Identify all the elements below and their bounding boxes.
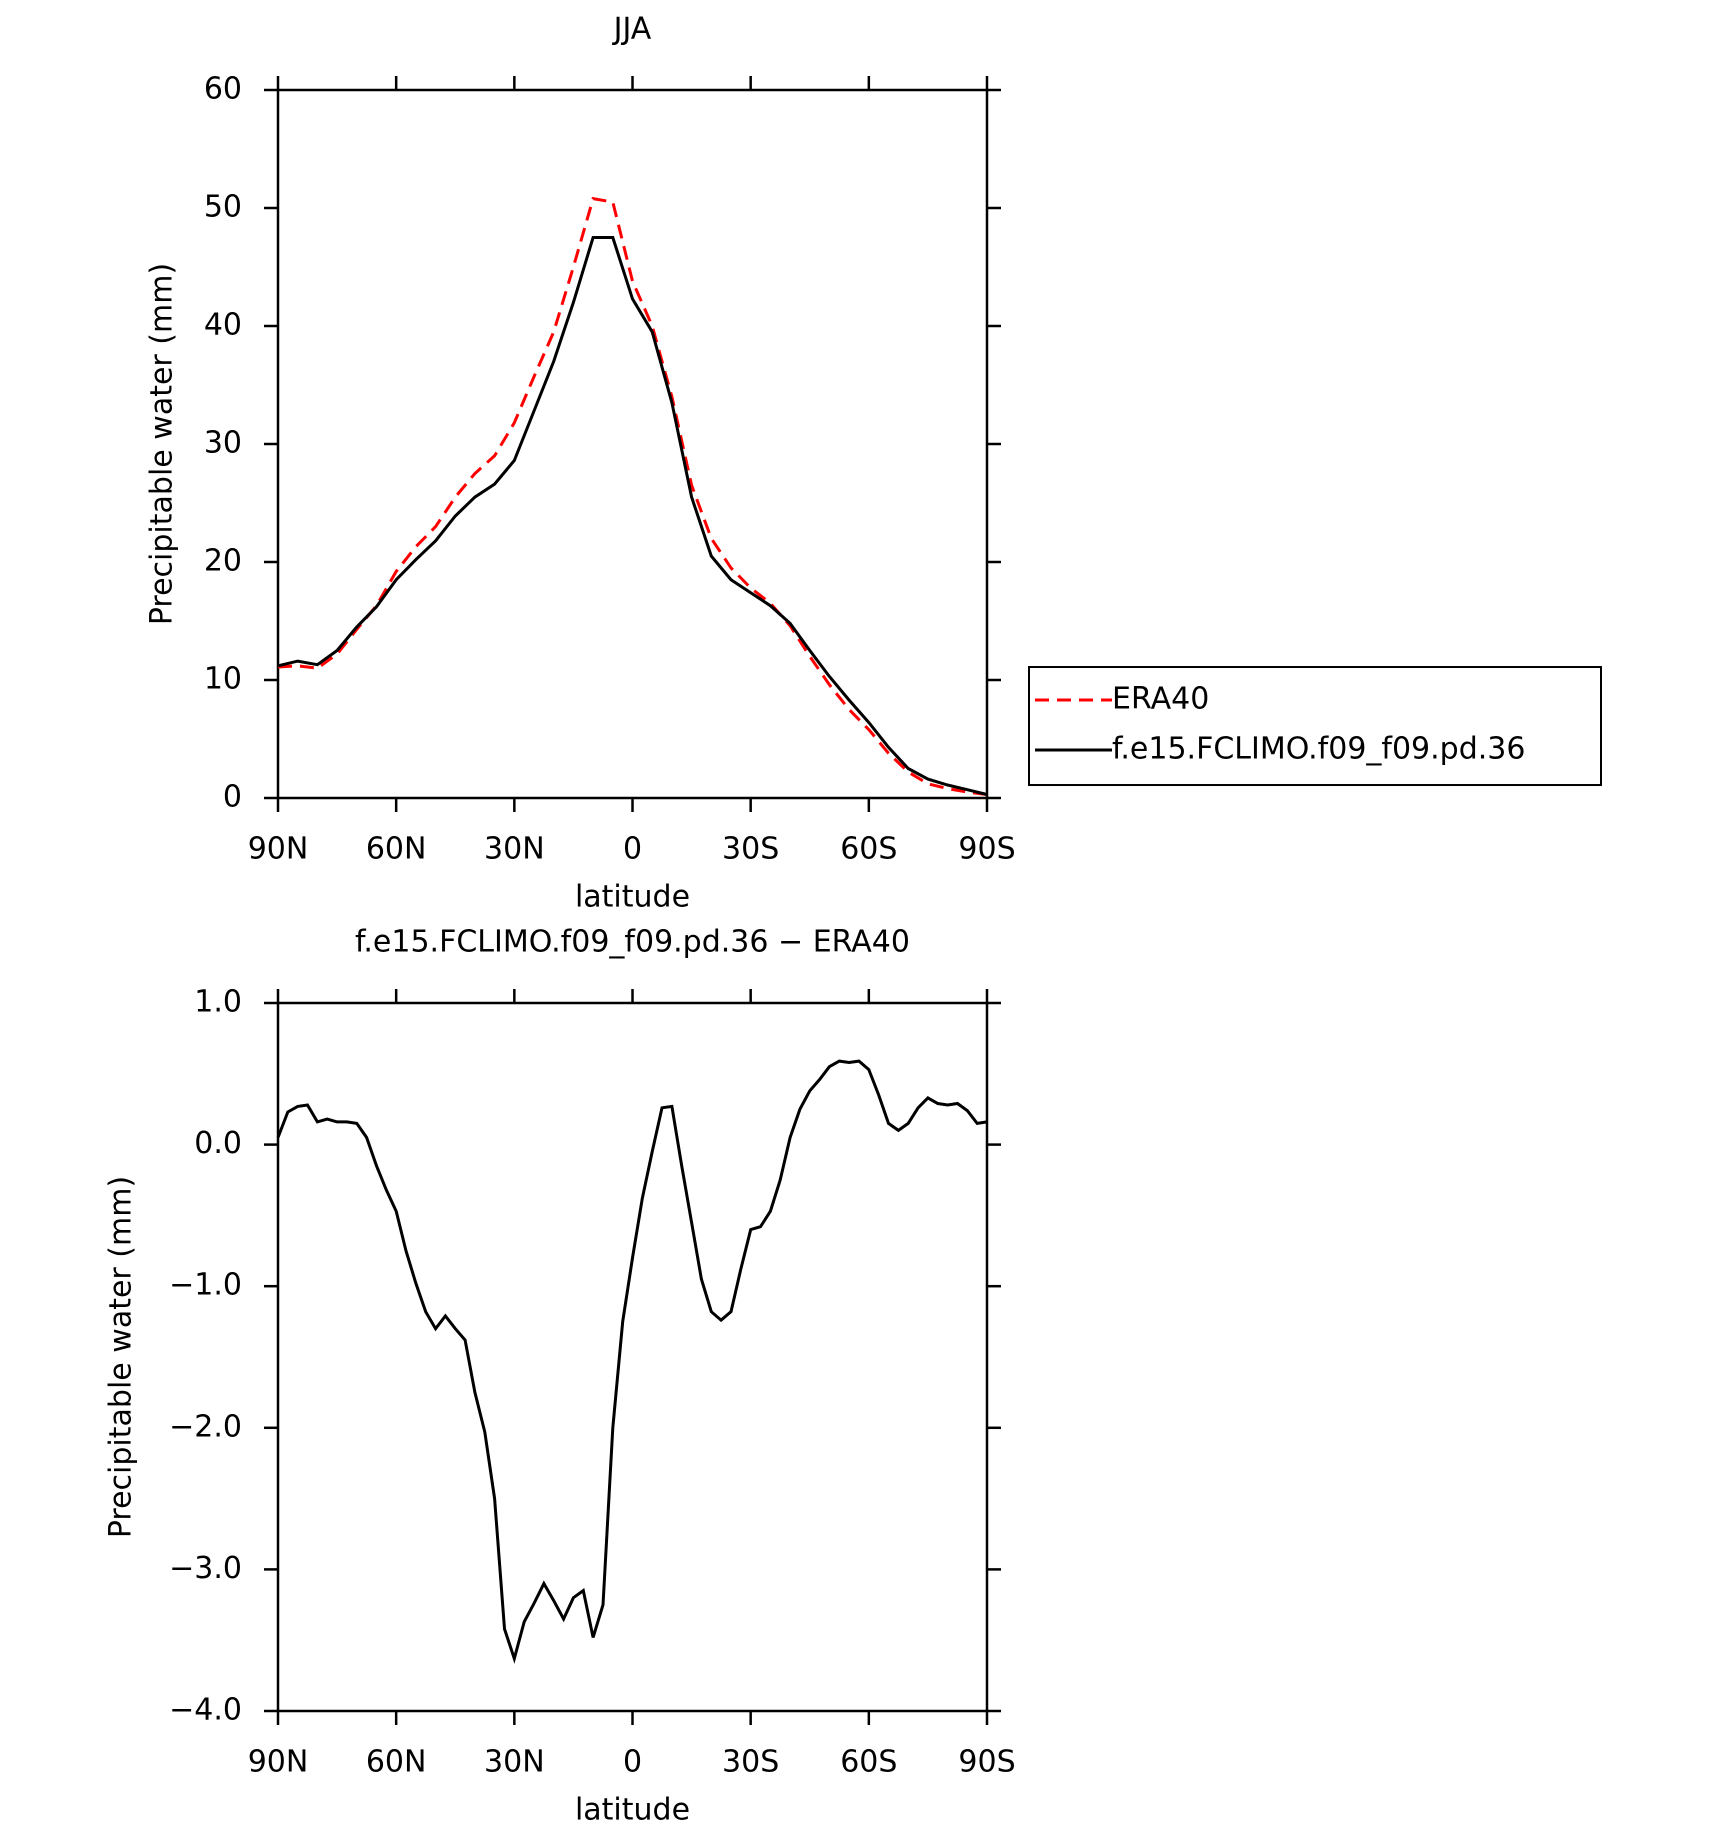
- y-axis-label: Precipitable water (mm): [104, 1176, 139, 1538]
- y-tick-label: 40: [204, 308, 242, 343]
- x-tick-label: 30S: [722, 832, 779, 867]
- x-tick-label: 60S: [840, 1745, 897, 1780]
- x-tick-label: 90N: [248, 832, 309, 867]
- x-tick-label: 30S: [722, 1745, 779, 1780]
- y-tick-label: −3.0: [169, 1551, 242, 1586]
- plot-frame: [276, 1001, 989, 1713]
- data-line: [277, 236, 988, 796]
- y-tick-label: 30: [204, 426, 242, 461]
- x-tick-label: 30N: [484, 1745, 545, 1780]
- x-tick-label: 60N: [366, 1745, 427, 1780]
- y-tick-label: −2.0: [169, 1409, 242, 1444]
- x-tick-label: 60S: [840, 832, 897, 867]
- x-axis-label: latitude: [575, 880, 690, 915]
- chart-title: JJA: [612, 12, 652, 47]
- y-tick-label: 10: [204, 662, 242, 697]
- data-line: [276, 1059, 988, 1664]
- legend-label: f.e15.FCLIMO.f09_f09.pd.36: [1112, 732, 1525, 767]
- y-tick-label: 50: [204, 190, 242, 225]
- x-tick-label: 0: [623, 832, 642, 867]
- x-tick-label: 90S: [958, 1745, 1015, 1780]
- y-tick-label: 0.0: [194, 1126, 242, 1161]
- y-tick-label: 60: [204, 72, 242, 107]
- y-tick-label: −4.0: [169, 1693, 242, 1728]
- y-axis-label: Precipitable water (mm): [145, 263, 180, 625]
- x-tick-label: 90N: [248, 1745, 309, 1780]
- plot-frame: [276, 88, 989, 800]
- y-tick-label: −1.0: [169, 1268, 242, 1303]
- x-tick-label: 60N: [366, 832, 427, 867]
- x-tick-label: 90S: [958, 832, 1015, 867]
- legend-label: ERA40: [1112, 682, 1209, 717]
- y-tick-label: 0: [223, 780, 242, 815]
- data-line: [277, 196, 988, 796]
- x-axis-label: latitude: [575, 1793, 690, 1828]
- x-tick-label: 30N: [484, 832, 545, 867]
- chart-title: f.e15.FCLIMO.f09_f09.pd.36 − ERA40: [355, 925, 910, 960]
- y-tick-label: 20: [204, 544, 242, 579]
- y-tick-label: 1.0: [194, 985, 242, 1020]
- x-tick-label: 0: [623, 1745, 642, 1780]
- legend-box: [1028, 666, 1602, 787]
